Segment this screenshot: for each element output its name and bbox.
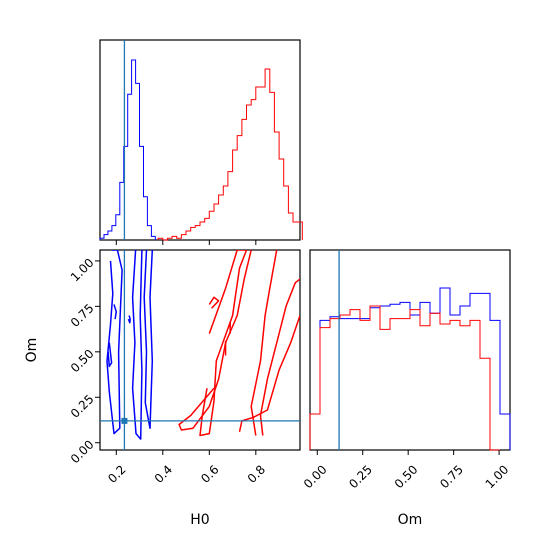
joint-y-tick-label-2: 0.25	[68, 392, 97, 421]
panel-joint-h0-om-frame	[99, 249, 301, 451]
truth-marker	[121, 417, 128, 424]
contour-line-series-2-6	[208, 296, 220, 309]
x-axis-label-h0: H0	[190, 512, 209, 528]
joint-x-tick-label-3: 0.6	[198, 462, 221, 485]
contour-line-series-1-5	[113, 304, 118, 320]
contour-line-series-1-2	[131, 250, 143, 440]
om-histogram-series	[309, 287, 511, 451]
panel-h0-histogram	[99, 39, 303, 245]
joint-contours	[106, 250, 300, 440]
contour-line-series-2-2	[178, 250, 252, 431]
contour-line-series-1-1	[106, 250, 123, 435]
joint-x-tick-label-2: 0.4	[152, 462, 175, 485]
joint-y-tick-label-3: 0.50	[68, 347, 97, 376]
contour-line-series-2-3	[250, 250, 278, 436]
contour-line-series-2-1	[199, 250, 248, 437]
contour-line-series-1-4	[127, 315, 131, 324]
h0-histogram-series-1	[99, 59, 156, 240]
joint-y-tick-label-5: 1.00	[68, 256, 97, 285]
contour-line-series-1-6	[107, 342, 113, 368]
joint-x-tick-label-1: 0.2	[105, 462, 128, 485]
x-axis-label-om: Om	[398, 512, 423, 528]
contour-line-series-1-3	[143, 250, 154, 429]
h0-histogram-ticks	[115, 240, 257, 245]
panel-h0-histogram-frame	[99, 39, 301, 241]
om-histogram-x-tick-label-2: 0.25	[346, 462, 375, 491]
om-histogram-ticks: 0.00 0.25 0.50 0.75 1.00	[301, 450, 512, 491]
om-histogram-x-tick-label-1: 0.00	[301, 462, 330, 491]
joint-y-tick-label-1: 0.00	[68, 437, 97, 466]
om-histogram-series-2	[309, 305, 500, 451]
panel-om-histogram-frame	[309, 249, 511, 451]
joint-ticks: 0.2 0.4 0.6 0.8 0.00 0.25 0.50 0.75 1.00	[68, 256, 268, 486]
joint-y-tick-label-4: 0.75	[68, 301, 97, 330]
h0-histogram-series	[99, 59, 303, 241]
truth-lines	[100, 40, 340, 450]
h0-histogram-series-2	[157, 68, 303, 241]
y-axis-label-om: Om	[24, 338, 40, 363]
panel-om-histogram: 0.00 0.25 0.50 0.75 1.00	[301, 249, 512, 491]
om-histogram-x-tick-label-5: 1.00	[483, 462, 512, 491]
contour-line-series-2-5	[238, 315, 300, 432]
om-histogram-x-tick-label-4: 0.75	[437, 462, 466, 491]
joint-x-tick-label-4: 0.8	[245, 462, 268, 485]
om-histogram-x-tick-label-3: 0.50	[392, 462, 421, 491]
panel-joint-h0-om: 0.2 0.4 0.6 0.8 0.00 0.25 0.50 0.75 1.00	[68, 249, 301, 486]
contour-line-series-2-4	[259, 278, 300, 436]
